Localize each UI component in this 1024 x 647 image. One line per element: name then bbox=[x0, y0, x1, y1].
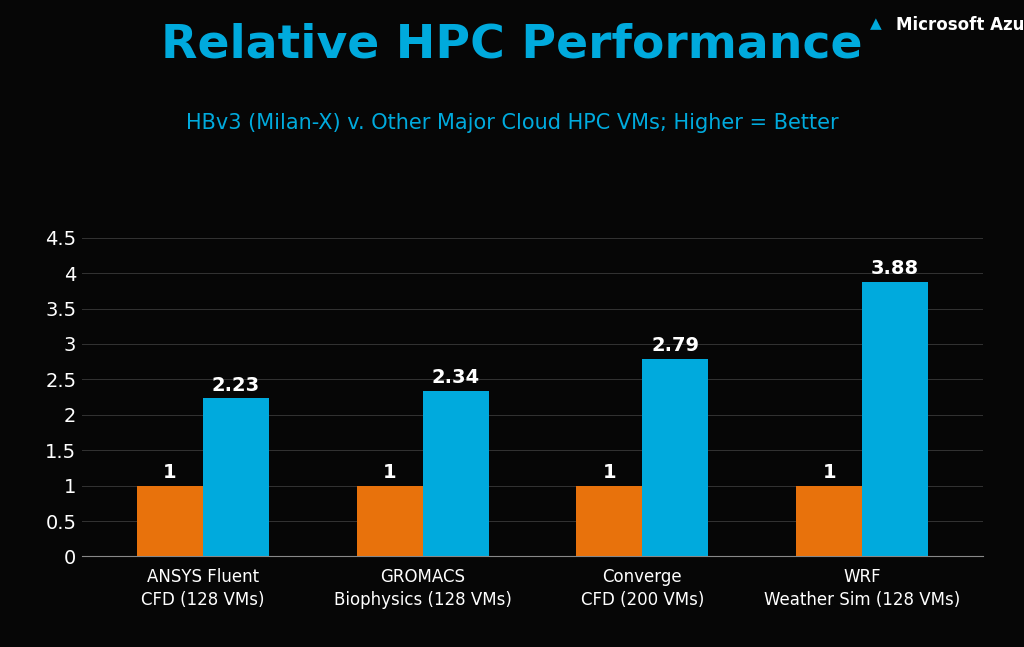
Text: 1: 1 bbox=[602, 463, 616, 482]
Text: 2.34: 2.34 bbox=[431, 368, 479, 387]
Bar bbox=[642, 359, 709, 556]
Text: 1: 1 bbox=[822, 463, 836, 482]
Text: ▲: ▲ bbox=[869, 16, 882, 31]
Text: 1: 1 bbox=[383, 463, 396, 482]
Text: HBv3 (Milan-X) v. Other Major Cloud HPC VMs; Higher = Better: HBv3 (Milan-X) v. Other Major Cloud HPC … bbox=[185, 113, 839, 133]
Bar bbox=[577, 486, 642, 556]
Text: 2.79: 2.79 bbox=[651, 336, 699, 355]
Bar bbox=[137, 486, 203, 556]
Text: 2.23: 2.23 bbox=[212, 376, 260, 395]
Bar bbox=[423, 391, 488, 556]
Text: 1: 1 bbox=[163, 463, 177, 482]
Text: 3.88: 3.88 bbox=[871, 259, 920, 278]
Bar bbox=[797, 486, 862, 556]
Bar bbox=[203, 399, 268, 556]
Bar bbox=[862, 281, 928, 556]
Text: Microsoft Azure: Microsoft Azure bbox=[896, 16, 1024, 34]
Text: Relative HPC Performance: Relative HPC Performance bbox=[161, 23, 863, 68]
Bar bbox=[356, 486, 423, 556]
